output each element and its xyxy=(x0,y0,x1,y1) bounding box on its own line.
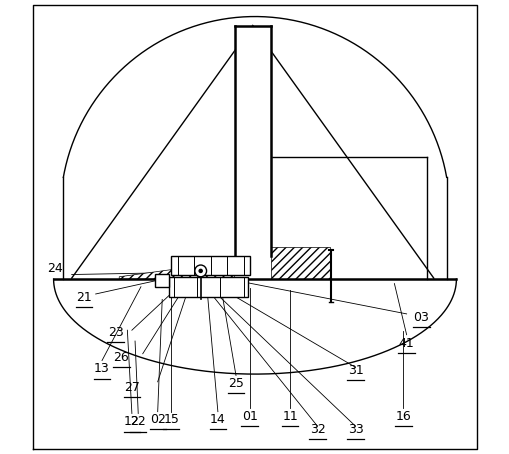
Text: 03: 03 xyxy=(413,311,429,324)
Polygon shape xyxy=(119,261,234,279)
Text: 15: 15 xyxy=(163,413,179,426)
Text: 41: 41 xyxy=(398,337,414,350)
Bar xyxy=(171,257,250,276)
Text: 14: 14 xyxy=(210,413,225,426)
Text: 33: 33 xyxy=(347,423,362,436)
Text: 25: 25 xyxy=(228,377,243,390)
Polygon shape xyxy=(270,247,329,279)
Text: 16: 16 xyxy=(395,410,411,423)
Polygon shape xyxy=(234,257,270,279)
Text: 22: 22 xyxy=(130,415,146,429)
Text: 27: 27 xyxy=(124,380,139,394)
Text: 31: 31 xyxy=(347,364,362,377)
Bar xyxy=(168,277,248,297)
Text: 02: 02 xyxy=(150,413,165,426)
Text: 32: 32 xyxy=(309,423,325,436)
Text: 26: 26 xyxy=(114,351,129,364)
Text: 24: 24 xyxy=(47,262,63,275)
Text: 11: 11 xyxy=(282,410,298,423)
Text: 12: 12 xyxy=(124,415,139,429)
Text: 23: 23 xyxy=(107,326,123,339)
Bar xyxy=(155,274,168,287)
Circle shape xyxy=(198,269,203,273)
Text: 21: 21 xyxy=(76,291,92,304)
Text: 13: 13 xyxy=(94,362,109,375)
Text: 01: 01 xyxy=(241,410,257,423)
Circle shape xyxy=(194,265,206,277)
